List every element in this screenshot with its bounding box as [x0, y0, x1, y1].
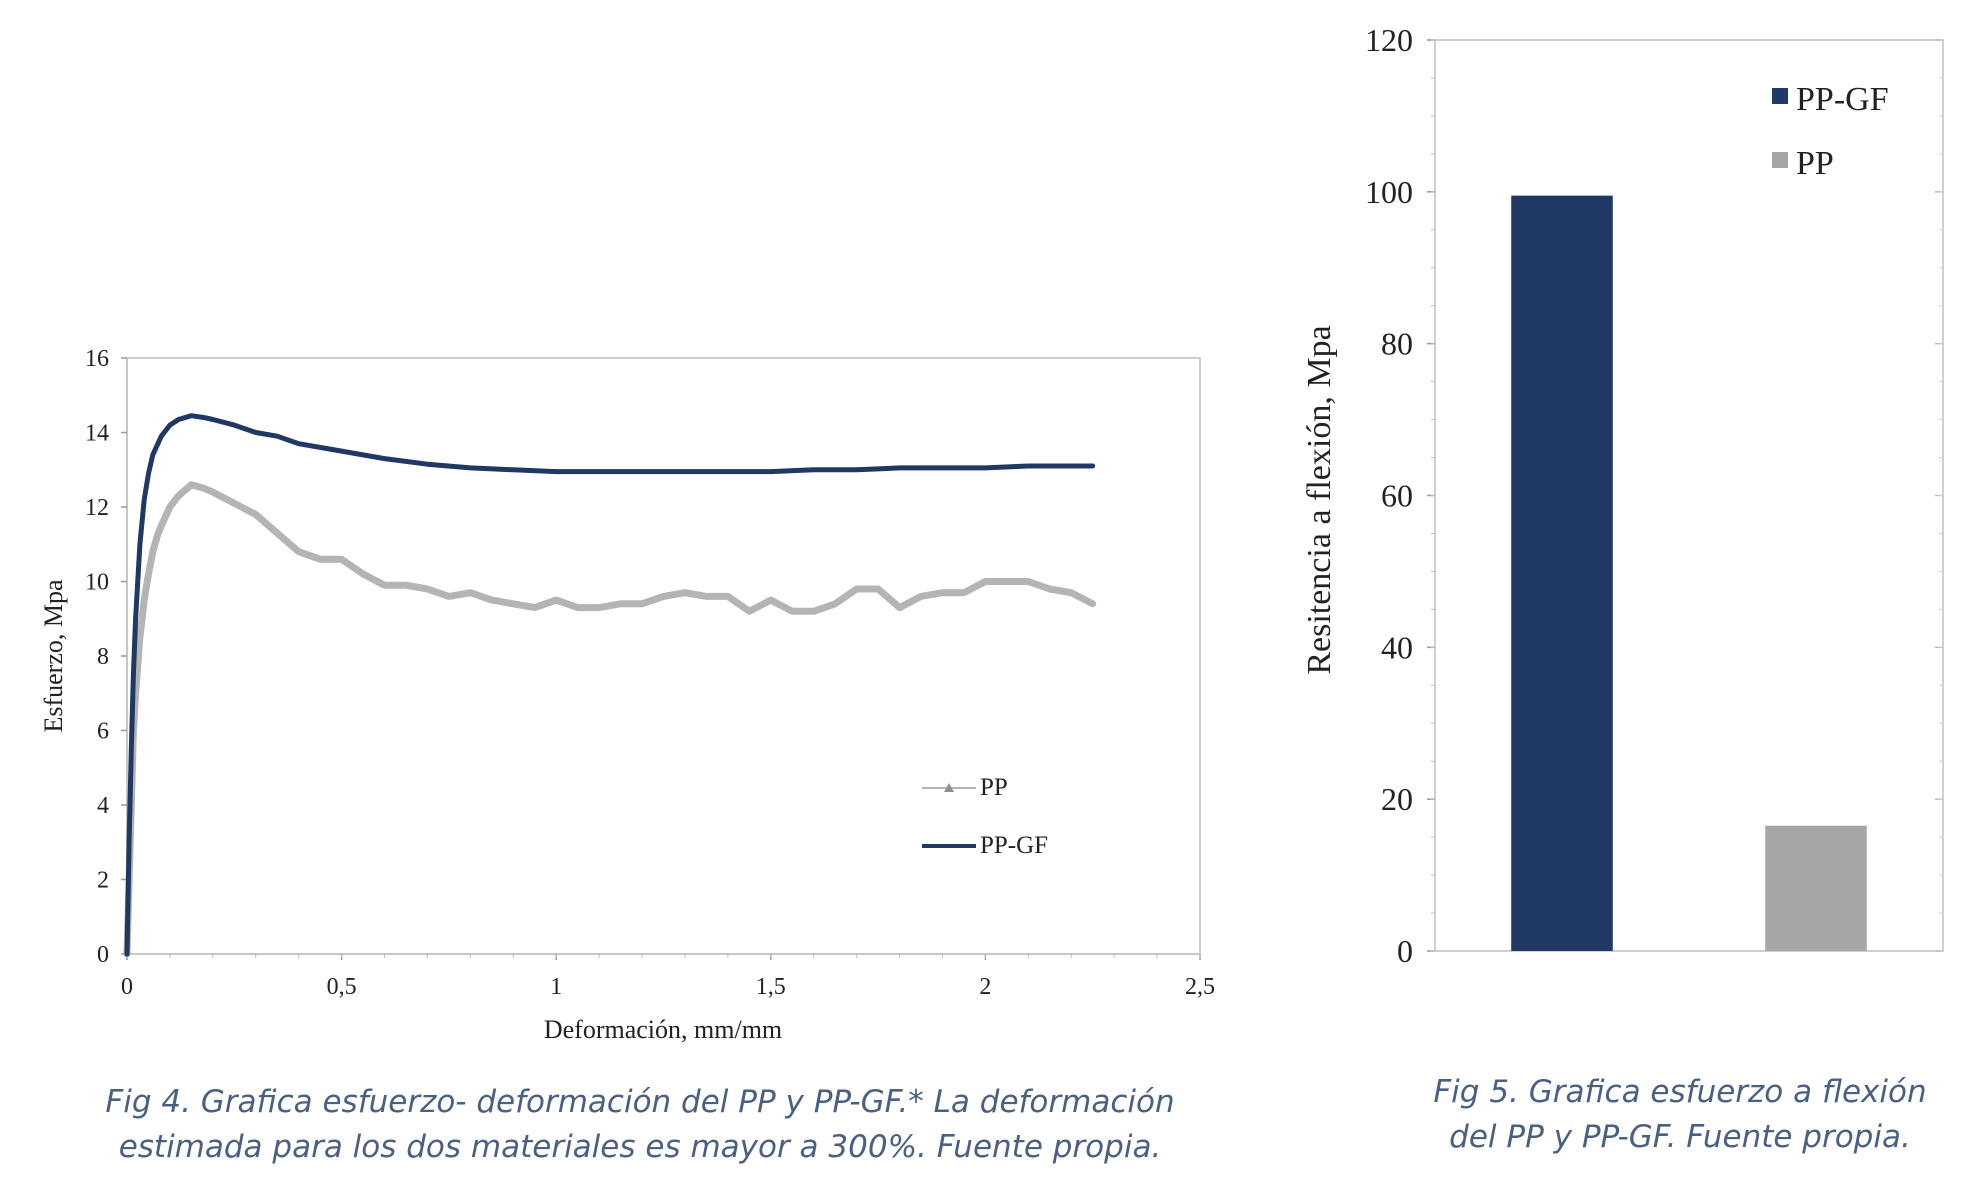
legend-label-pp: PP	[1796, 145, 1834, 182]
legend-swatch-pp-gf	[1772, 88, 1788, 104]
y-tick-label: 0	[1397, 933, 1413, 969]
legend-label-pp-gf: PP-GF	[980, 832, 1048, 859]
bar-pp	[1765, 825, 1867, 951]
y-tick-label: 12	[85, 495, 109, 521]
plot-area-frame	[126, 357, 1201, 955]
caption-line: Fig 5. Grafica esfuerzo a flexión	[1433, 1074, 1927, 1110]
legend: PP-GF PP	[1772, 81, 1889, 182]
y-tick-label: 14	[85, 421, 109, 447]
bar-pp-gf	[1511, 195, 1613, 952]
y-tick-label: 8	[97, 644, 109, 670]
y-tick-label: 2	[97, 868, 109, 894]
y-tick-label: 6	[97, 719, 109, 745]
caption-line: del PP y PP-GF. Fuente propia.	[1449, 1119, 1911, 1155]
y-tick-label: 80	[1381, 326, 1413, 362]
series-line-pp	[123, 481, 1097, 958]
legend: PP PP-GF	[922, 774, 1048, 859]
figure-4-caption: Fig 4. Grafica esfuerzo- deformación del…	[60, 1080, 1220, 1170]
y-axis-ticks: 0 2 4 6 8 10 12 14 16	[85, 346, 128, 968]
legend-swatch-pp	[1772, 152, 1788, 168]
y-tick-label: 100	[1365, 174, 1413, 210]
y-tick-label: 20	[1381, 781, 1413, 817]
x-tick-label: 0	[121, 974, 133, 1000]
x-tick-label: 1,5	[756, 974, 786, 1000]
x-axis-label: Deformación, mm/mm	[544, 1015, 782, 1044]
x-tick-label: 0,5	[327, 974, 357, 1000]
series-lines	[123, 413, 1097, 958]
legend-marker-pp	[944, 783, 954, 792]
caption-line: Fig 4. Grafica esfuerzo- deformación del…	[105, 1084, 1175, 1120]
figure-5-caption: Fig 5. Grafica esfuerzo a flexión del PP…	[1395, 1070, 1965, 1160]
x-axis-ticks: 0 0,5 1 1,5 2 2,5	[121, 953, 1215, 1000]
y-axis-ticks: 0 20 40 60 80 100 120	[1365, 22, 1943, 969]
series-line-pp-gf	[124, 413, 1096, 957]
bars	[1511, 195, 1867, 952]
y-axis-label: Resitencia a flexión, Mpa	[1301, 325, 1338, 674]
y-axis-label: Esfuerzo, Mpa	[39, 579, 68, 733]
y-tick-label: 10	[85, 570, 109, 596]
x-tick-label: 2,5	[1185, 974, 1215, 1000]
y-tick-label: 60	[1381, 478, 1413, 514]
legend-label-pp-gf: PP-GF	[1796, 81, 1889, 118]
y-tick-label: 40	[1381, 629, 1413, 665]
stress-strain-chart: 0 2 4 6 8 10 12 14 16 0 0,5 1 1,5 2 2,5 Deformación, …	[39, 346, 1215, 1044]
caption-line: estimada para los dos materiales es mayo…	[118, 1129, 1162, 1165]
legend-label-pp: PP	[980, 774, 1008, 801]
y-tick-label: 16	[85, 346, 109, 372]
flexural-strength-chart: 0 20 40 60 80 100 120 Resitencia a flexión, Mp…	[1301, 22, 1944, 969]
x-tick-label: 2	[979, 974, 991, 1000]
y-tick-label: 120	[1365, 22, 1413, 58]
y-tick-label: 4	[97, 793, 109, 819]
x-tick-label: 1	[550, 974, 562, 1000]
y-tick-label: 0	[97, 942, 109, 968]
